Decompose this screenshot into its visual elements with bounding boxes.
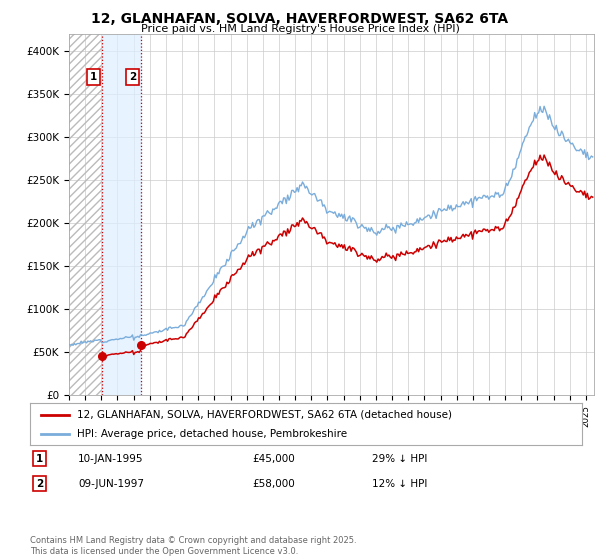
Text: 09-JUN-1997: 09-JUN-1997 xyxy=(78,479,144,489)
Polygon shape xyxy=(102,34,141,395)
Text: 1: 1 xyxy=(36,454,43,464)
Text: 12, GLANHAFAN, SOLVA, HAVERFORDWEST, SA62 6TA (detached house): 12, GLANHAFAN, SOLVA, HAVERFORDWEST, SA6… xyxy=(77,409,452,419)
Text: 2: 2 xyxy=(129,72,136,82)
Text: 12, GLANHAFAN, SOLVA, HAVERFORDWEST, SA62 6TA: 12, GLANHAFAN, SOLVA, HAVERFORDWEST, SA6… xyxy=(91,12,509,26)
Text: 29% ↓ HPI: 29% ↓ HPI xyxy=(372,454,427,464)
Text: HPI: Average price, detached house, Pembrokeshire: HPI: Average price, detached house, Pemb… xyxy=(77,429,347,439)
Text: 12% ↓ HPI: 12% ↓ HPI xyxy=(372,479,427,489)
Text: Price paid vs. HM Land Registry's House Price Index (HPI): Price paid vs. HM Land Registry's House … xyxy=(140,24,460,34)
Text: £58,000: £58,000 xyxy=(252,479,295,489)
Text: £45,000: £45,000 xyxy=(252,454,295,464)
Text: 1: 1 xyxy=(90,72,97,82)
Text: Contains HM Land Registry data © Crown copyright and database right 2025.
This d: Contains HM Land Registry data © Crown c… xyxy=(30,536,356,556)
Text: 2: 2 xyxy=(36,479,43,489)
Text: 10-JAN-1995: 10-JAN-1995 xyxy=(78,454,143,464)
